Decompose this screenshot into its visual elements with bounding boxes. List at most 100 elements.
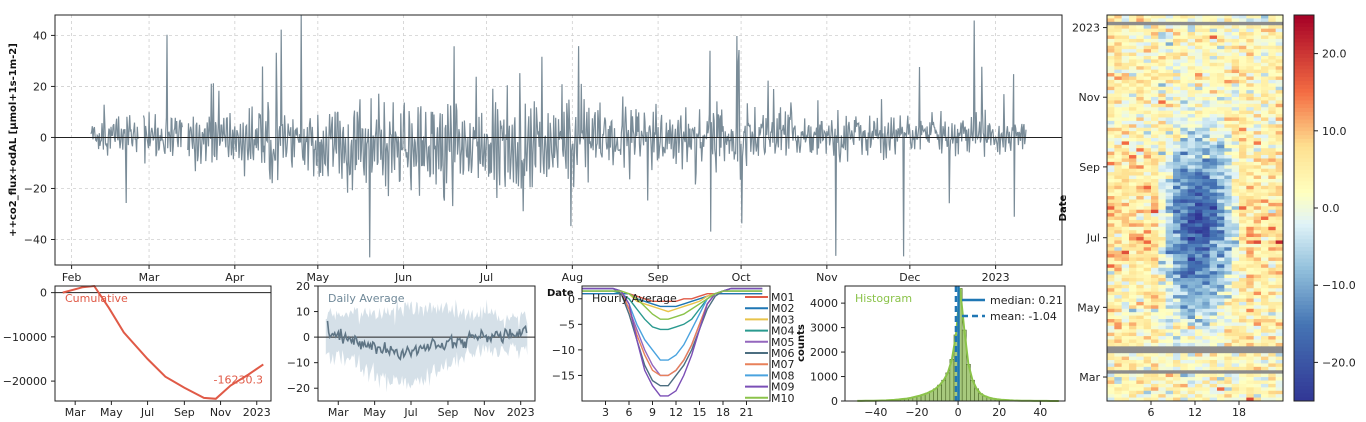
heatmap-cell — [1114, 158, 1122, 163]
heatmap-cell — [1239, 288, 1247, 292]
heatmap-cell — [1209, 240, 1218, 245]
heatmap-cell — [1209, 325, 1218, 330]
heatmap-cell — [1261, 243, 1269, 248]
heatmap-cell — [1158, 100, 1166, 105]
heatmap-cell — [1209, 305, 1218, 310]
heatmap-cell — [1180, 353, 1188, 357]
heatmap-cell — [1173, 182, 1181, 187]
heatmap-cell — [1217, 127, 1225, 132]
heatmap-cell — [1253, 45, 1262, 50]
heatmap-cell — [1187, 79, 1196, 84]
heatmap-cell — [1129, 134, 1137, 139]
heatmap-cell — [1202, 305, 1210, 310]
heatmap-cell — [1209, 28, 1218, 33]
heatmap-cell — [1121, 38, 1130, 43]
heatmap-cell — [1158, 25, 1166, 29]
heatmap-cell — [1114, 45, 1122, 50]
heatmap-cell — [1195, 274, 1203, 279]
heatmap-cell — [1158, 55, 1166, 60]
heatmap-cell — [1253, 295, 1262, 299]
heatmap-cell — [1275, 233, 1284, 238]
heatmap-cell — [1158, 240, 1166, 245]
colorbar-segment — [1294, 350, 1314, 356]
heatmap-cell — [1187, 151, 1196, 156]
heatmap-cell — [1136, 114, 1144, 118]
timeseries-xtick-label: Oct — [732, 271, 752, 284]
heatmap-cell — [1217, 284, 1225, 289]
heatmap-cell — [1224, 192, 1232, 197]
heatmap-cell — [1143, 100, 1152, 105]
heatmap-cell — [1114, 247, 1122, 251]
colorbar-segment — [1294, 385, 1314, 390]
heatmap-cell — [1187, 120, 1196, 125]
heatmap-cell — [1180, 28, 1188, 33]
heatmap-cell — [1239, 223, 1247, 228]
heatmap-cell — [1275, 49, 1284, 53]
heatmap-cell — [1239, 247, 1247, 251]
heatmap-cell — [1202, 62, 1210, 67]
heatmap-cell — [1180, 73, 1188, 77]
heatmap-cell — [1195, 305, 1203, 310]
heatmap-cell — [1268, 284, 1276, 289]
heatmap-cell — [1187, 21, 1196, 26]
heatmap-cell — [1129, 363, 1137, 368]
heatmap-cell — [1268, 141, 1276, 146]
heatmap-cell — [1136, 240, 1144, 245]
heatmap-cell — [1195, 158, 1203, 163]
heatmap-cell — [1136, 96, 1144, 101]
heatmap-cell — [1173, 387, 1181, 392]
heatmap-cell — [1275, 120, 1284, 125]
heatmap-cell — [1114, 131, 1122, 135]
heatmap-cell — [1129, 216, 1137, 221]
heatmap-cell — [1239, 15, 1247, 19]
heatmap-cell — [1173, 55, 1181, 60]
heatmap-cell — [1158, 103, 1166, 108]
heatmap-cell — [1275, 237, 1284, 241]
heatmap-cell — [1217, 247, 1225, 251]
heatmap-cell — [1165, 394, 1174, 398]
heatmap-cell — [1261, 127, 1269, 132]
heatmap-cell — [1239, 377, 1247, 381]
heatmap-cell — [1180, 155, 1188, 159]
heatmap-cell — [1275, 346, 1284, 351]
heatmap-cell — [1187, 52, 1196, 57]
heatmap-cell — [1231, 117, 1240, 122]
heatmap-cell — [1231, 397, 1240, 402]
heatmap-cell — [1231, 264, 1240, 269]
heatmap-cell — [1231, 165, 1240, 170]
heatmap-cell — [1187, 223, 1196, 228]
heatmap-cell — [1217, 175, 1225, 180]
heatmap-cell — [1187, 288, 1196, 292]
heatmap-cell — [1107, 301, 1115, 306]
heatmap-cell — [1165, 185, 1174, 190]
heatmap-cell — [1202, 103, 1210, 108]
daily-average-frame — [317, 285, 536, 402]
heatmap-cell — [1239, 332, 1247, 337]
heatmap-cell — [1261, 192, 1269, 197]
heatmap-cell — [1261, 196, 1269, 200]
heatmap-cell — [1158, 110, 1166, 115]
colorbar-segment — [1294, 319, 1314, 325]
heatmap-cell — [1195, 55, 1203, 60]
heatmap-cell — [1143, 336, 1152, 340]
heatmap-cell — [1224, 49, 1232, 53]
heatmap-cell — [1246, 312, 1254, 316]
heatmap-cell — [1224, 79, 1232, 84]
heatmap-cell — [1187, 76, 1196, 81]
heatmap-cell — [1217, 120, 1225, 125]
heatmap-cell — [1107, 148, 1115, 152]
heatmap-cell — [1180, 25, 1188, 29]
heatmap-cell — [1121, 329, 1130, 333]
heatmap-cell — [1239, 73, 1247, 77]
heatmap-cell — [1180, 349, 1188, 354]
heatmap-cell — [1261, 165, 1269, 170]
heatmap-cell — [1275, 267, 1284, 272]
heatmap-cell — [1121, 148, 1130, 152]
heatmap-cell — [1107, 15, 1115, 19]
heatmap-cell — [1114, 274, 1122, 279]
heatmap-cell — [1195, 127, 1203, 132]
heatmap-cell — [1158, 86, 1166, 91]
hourly-legend-label: M05 — [771, 336, 795, 349]
heatmap-cell — [1224, 55, 1232, 60]
heatmap-cell — [1165, 124, 1174, 129]
